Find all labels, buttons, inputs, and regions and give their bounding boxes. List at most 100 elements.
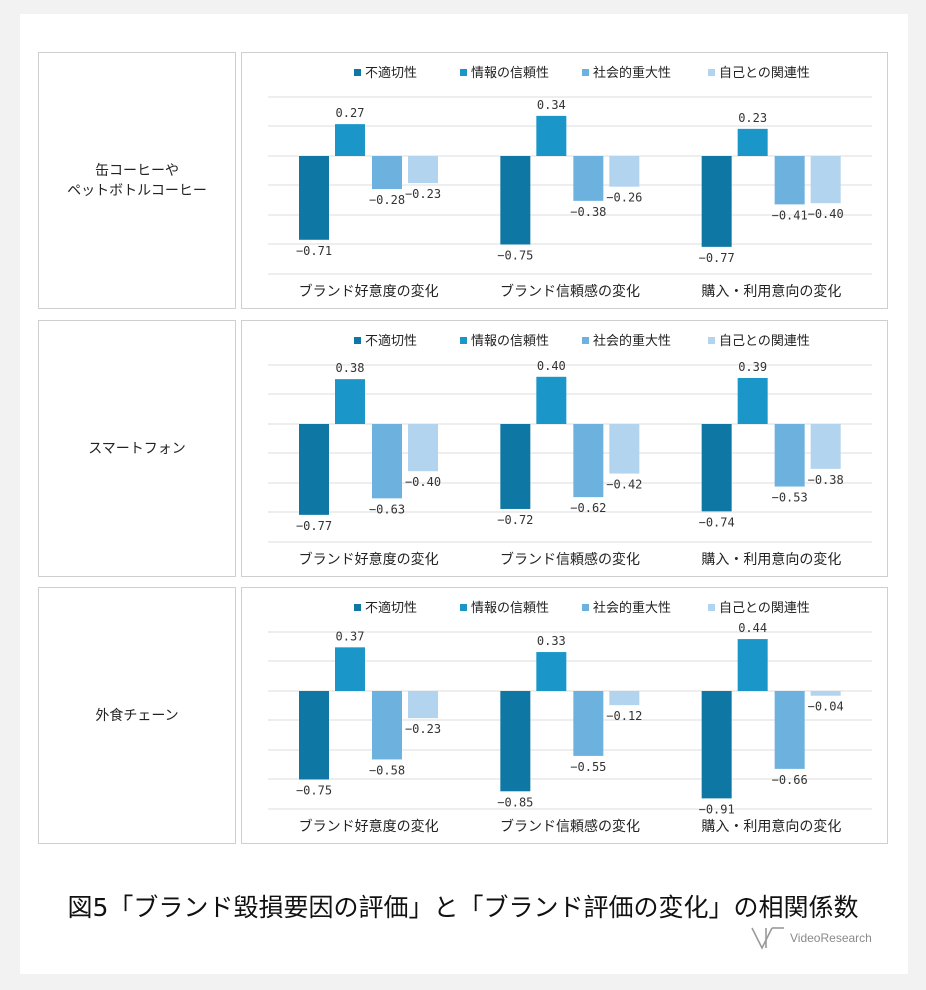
bar	[609, 691, 640, 706]
data-label: −0.40	[405, 475, 441, 489]
data-label: −0.75	[497, 249, 533, 263]
data-label: 0.38	[336, 361, 365, 375]
chart-panel-0: 不適切性 情報の信頼性 社会的重大性 自己との関連性 −0.71 0.27 −0.28 −0.…	[241, 52, 888, 309]
bar	[737, 639, 768, 691]
bar	[335, 379, 365, 424]
bar	[810, 156, 841, 204]
legend-swatch	[708, 337, 715, 344]
legend-label: 不適切性	[365, 65, 417, 81]
data-label: −0.28	[369, 193, 405, 207]
data-label: −0.58	[369, 763, 405, 777]
bar	[810, 691, 841, 696]
chart-panel-2: 不適切性 情報の信頼性 社会的重大性 自己との関連性 −0.75 0.37 −0.58 −0.…	[241, 587, 888, 844]
data-label: 0.44	[738, 621, 767, 635]
legend-swatch	[708, 69, 715, 76]
category-label: ブランド好意度の変化	[299, 818, 439, 835]
legend-label: 情報の信頼性	[471, 66, 549, 81]
category-label: 購入・利用意向の変化	[701, 551, 841, 568]
category-label: ブランド好意度の変化	[299, 283, 439, 300]
legend-swatch	[354, 69, 361, 76]
bar	[701, 424, 732, 512]
legend-label: 不適切性	[365, 600, 417, 616]
legend-item: 自己との関連性	[708, 66, 810, 81]
bar	[737, 128, 768, 156]
data-label: −0.26	[606, 191, 642, 205]
data-label: 0.27	[336, 106, 365, 120]
bar	[774, 424, 805, 487]
data-label: −0.23	[405, 187, 441, 201]
legend-label: 自己との関連性	[719, 601, 810, 616]
bar	[299, 156, 329, 240]
bar	[774, 156, 805, 205]
legend-label: 不適切性	[365, 333, 417, 349]
data-label: −0.38	[570, 205, 606, 219]
legend-label: 情報の信頼性	[471, 334, 549, 349]
bar	[774, 691, 805, 769]
bar	[536, 115, 567, 156]
bar	[500, 424, 531, 509]
legend-label: 社会的重大性	[593, 600, 671, 616]
data-label: 0.39	[738, 360, 767, 374]
bar	[701, 156, 732, 247]
data-label: 0.23	[738, 111, 767, 125]
category-label: ブランド信頼感の変化	[500, 818, 640, 835]
legend-item: 社会的重大性	[582, 65, 671, 81]
bar	[372, 691, 402, 760]
data-label: −0.74	[699, 515, 735, 529]
bar	[500, 156, 531, 245]
figure-caption: 図5「ブランド毀損要因の評価」と「ブランド評価の変化」の相関係数	[67, 893, 859, 922]
row-label-0: 缶コーヒーや ペットボトルコーヒー	[38, 52, 236, 309]
bar-chart-2: 不適切性 情報の信頼性 社会的重大性 自己との関連性 −0.75 0.37 −0.58 −0.…	[268, 600, 872, 835]
legend-swatch	[460, 69, 467, 76]
video-research-logo-icon	[751, 927, 784, 950]
bar	[408, 424, 438, 472]
brand-logo: VideoResearch	[750, 926, 872, 950]
bar	[372, 156, 402, 190]
data-label: −0.77	[699, 251, 735, 265]
data-label: −0.04	[808, 700, 844, 714]
data-label: −0.42	[606, 478, 642, 492]
bar	[335, 647, 365, 691]
legend-label: 社会的重大性	[593, 333, 671, 349]
data-label: −0.55	[570, 760, 606, 774]
data-label: −0.91	[699, 802, 735, 816]
bar	[299, 691, 329, 780]
bar-chart-1: 不適切性 情報の信頼性 社会的重大性 自己との関連性−0.770.38−0.63−0.…	[268, 333, 872, 568]
data-label: −0.63	[369, 502, 405, 516]
legend-label: 自己との関連性	[719, 334, 810, 349]
bar	[573, 691, 604, 756]
legend-swatch	[582, 69, 589, 76]
legend-item: 不適切性	[354, 333, 417, 349]
data-label: −0.40	[808, 207, 844, 221]
data-label: −0.62	[570, 501, 606, 515]
category-label: ブランド好意度の変化	[299, 551, 439, 568]
legend-item: 情報の信頼性	[460, 601, 549, 616]
data-label: −0.72	[497, 513, 533, 527]
category-label: 購入・利用意向の変化	[701, 283, 841, 300]
bar	[335, 124, 365, 156]
bar	[609, 424, 640, 474]
legend-item: 情報の信頼性	[460, 66, 549, 81]
legend-label: 社会的重大性	[593, 65, 671, 81]
legend-swatch	[460, 604, 467, 611]
bar-chart-0: 不適切性 情報の信頼性 社会的重大性 自己との関連性−0.710.27−0.28 −0.…	[268, 65, 872, 300]
bar	[536, 376, 567, 424]
legend-item: 自己との関連性	[708, 601, 810, 616]
bar	[609, 156, 640, 187]
legend-item: 情報の信頼性	[460, 334, 549, 349]
data-label: 0.37	[336, 629, 365, 643]
bar	[810, 424, 841, 469]
data-label: 0.34	[537, 98, 566, 112]
legend-item: 不適切性	[354, 600, 417, 616]
data-label: −0.85	[497, 795, 533, 809]
legend-item: 自己との関連性	[708, 334, 810, 349]
row-label-1: スマートフォン	[38, 320, 236, 577]
category-label: ブランド信頼感の変化	[500, 283, 640, 300]
bar	[299, 424, 329, 515]
bar	[737, 377, 768, 424]
legend-item: 社会的重大性	[582, 333, 671, 349]
row-label-2: 外食チェーン	[38, 587, 236, 844]
legend-swatch	[354, 337, 361, 344]
data-label: −0.23	[405, 722, 441, 736]
data-label: −0.38	[808, 473, 844, 487]
